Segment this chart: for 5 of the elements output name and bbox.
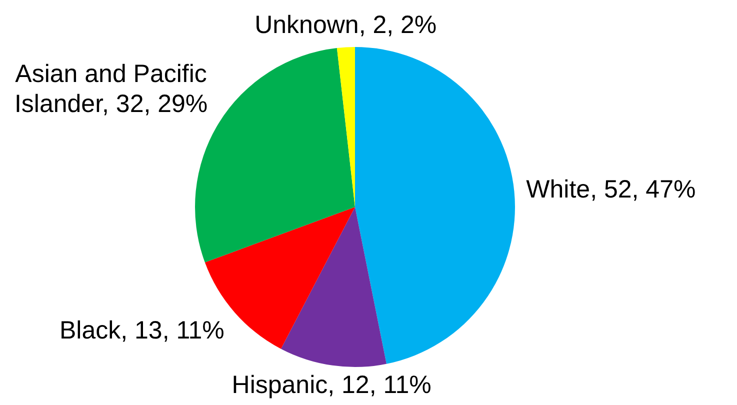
slice-label: White, 52, 47% (526, 175, 696, 204)
slice-label: Hispanic, 12, 11% (232, 371, 432, 400)
slice-label: Black, 13, 11% (59, 316, 224, 345)
slice-label: Asian and Pacific Islander, 32, 29% (14, 60, 208, 118)
slice-label: Unknown, 2, 2% (254, 11, 437, 40)
